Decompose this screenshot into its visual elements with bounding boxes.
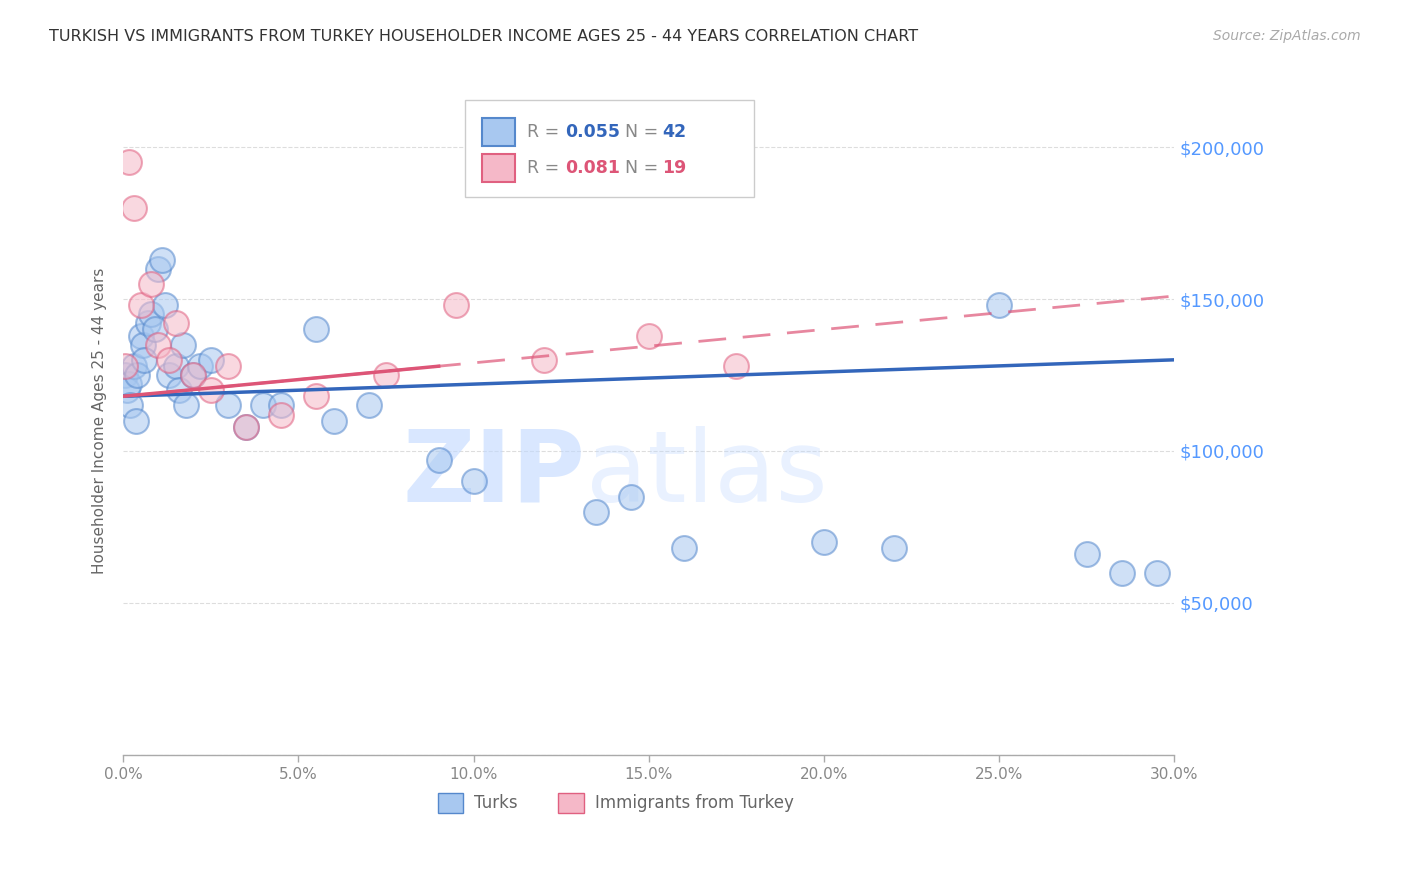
- Point: [120, 398, 142, 412]
- Point: [165, 359, 187, 373]
- Point: [143, 322, 166, 336]
- Point: [122, 201, 145, 215]
- Text: Source: ZipAtlas.com: Source: ZipAtlas.com: [1213, 29, 1361, 43]
- Point: [129, 298, 152, 312]
- Text: atlas: atlas: [586, 425, 828, 523]
- Point: [1146, 566, 1168, 580]
- Point: [157, 368, 180, 382]
- Point: [357, 398, 380, 412]
- Point: [444, 298, 467, 312]
- Point: [305, 322, 328, 336]
- Point: [134, 352, 156, 367]
- Text: R =: R =: [527, 159, 565, 177]
- Point: [375, 368, 398, 382]
- Point: [157, 352, 180, 367]
- Point: [148, 261, 170, 276]
- Text: ZIP: ZIP: [404, 425, 586, 523]
- Point: [150, 252, 173, 267]
- Point: [533, 352, 555, 367]
- Point: [122, 359, 145, 373]
- Point: [427, 453, 450, 467]
- Y-axis label: Householder Income Ages 25 - 44 years: Householder Income Ages 25 - 44 years: [93, 268, 107, 574]
- Point: [127, 368, 149, 382]
- Point: [165, 317, 187, 331]
- Point: [235, 419, 257, 434]
- Point: [638, 328, 661, 343]
- Point: [124, 414, 146, 428]
- Text: 19: 19: [662, 159, 686, 177]
- Point: [270, 398, 292, 412]
- Point: [117, 155, 139, 169]
- Point: [131, 337, 153, 351]
- FancyBboxPatch shape: [465, 100, 754, 196]
- Point: [169, 383, 191, 397]
- Text: 42: 42: [662, 123, 686, 141]
- Point: [155, 298, 177, 312]
- Point: [136, 317, 159, 331]
- Point: [620, 490, 643, 504]
- Point: [813, 535, 835, 549]
- Point: [117, 377, 139, 392]
- Text: N =: N =: [624, 123, 664, 141]
- Point: [217, 398, 239, 412]
- Point: [463, 475, 485, 489]
- FancyBboxPatch shape: [437, 793, 463, 813]
- Text: 0.081: 0.081: [565, 159, 620, 177]
- Point: [114, 359, 136, 373]
- Text: TURKISH VS IMMIGRANTS FROM TURKEY HOUSEHOLDER INCOME AGES 25 - 44 YEARS CORRELAT: TURKISH VS IMMIGRANTS FROM TURKEY HOUSEH…: [49, 29, 918, 44]
- Point: [141, 277, 163, 291]
- Point: [1076, 547, 1098, 561]
- Point: [148, 337, 170, 351]
- Point: [129, 328, 152, 343]
- Text: Immigrants from Turkey: Immigrants from Turkey: [595, 794, 794, 812]
- Text: 0.055: 0.055: [565, 123, 620, 141]
- Point: [725, 359, 748, 373]
- Point: [190, 359, 212, 373]
- Point: [217, 359, 239, 373]
- Point: [183, 368, 205, 382]
- Point: [988, 298, 1011, 312]
- Point: [235, 419, 257, 434]
- Point: [172, 337, 194, 351]
- Point: [200, 383, 222, 397]
- Point: [585, 505, 607, 519]
- Point: [883, 541, 905, 556]
- Point: [305, 389, 328, 403]
- Text: N =: N =: [624, 159, 664, 177]
- Point: [115, 383, 138, 397]
- Text: R =: R =: [527, 123, 565, 141]
- FancyBboxPatch shape: [558, 793, 583, 813]
- Text: Turks: Turks: [474, 794, 517, 812]
- Point: [200, 352, 222, 367]
- Point: [322, 414, 344, 428]
- Point: [270, 408, 292, 422]
- FancyBboxPatch shape: [482, 118, 516, 146]
- Point: [1111, 566, 1133, 580]
- Point: [176, 398, 198, 412]
- Point: [252, 398, 274, 412]
- Point: [672, 541, 695, 556]
- Point: [183, 368, 205, 382]
- Point: [141, 307, 163, 321]
- FancyBboxPatch shape: [482, 154, 516, 182]
- Point: [114, 368, 136, 382]
